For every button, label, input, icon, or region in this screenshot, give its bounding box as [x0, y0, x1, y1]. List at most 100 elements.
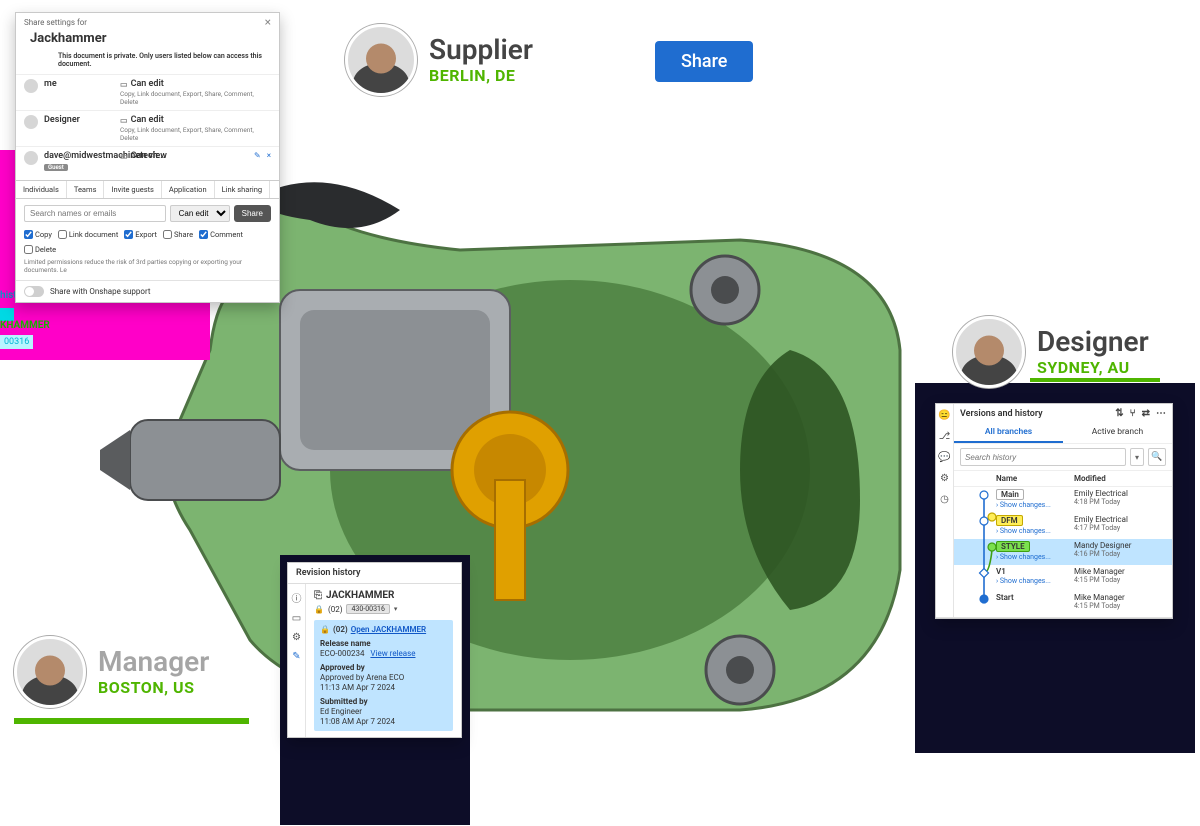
version-row[interactable]: STYLE› Show changes...Mandy Designer4:16… — [954, 539, 1172, 565]
share-user-row: Designer▭Can editCopy, Link document, Ex… — [16, 110, 279, 146]
show-changes-link[interactable]: › Show changes... — [996, 527, 1074, 535]
clock-icon[interactable]: ◷ — [940, 494, 949, 505]
permission-checkbox[interactable]: Delete — [24, 245, 56, 254]
tree-icon[interactable]: 😑 — [938, 410, 950, 421]
share-tabs: IndividualsTeamsInvite guestsApplication… — [16, 180, 279, 199]
modified-time: 4:15 PM Today — [1074, 576, 1166, 584]
pin-icon[interactable]: ✎ — [292, 651, 300, 662]
permission-checkboxes: Copy Link document Export Share Comment … — [16, 228, 279, 256]
approved-by: Approved by Arena ECO — [320, 673, 447, 682]
permission-checkbox[interactable]: Share — [163, 230, 193, 239]
versions-history-panel: 😑 ⎇ 💬 ⚙ ◷ Versions and history ⇅ ⑂ ⇄ ⋯ A… — [935, 403, 1173, 619]
approved-time: 11:13 AM Apr 7 2024 — [320, 683, 447, 692]
user-avatar-icon — [24, 115, 38, 129]
persona-role: Supplier — [429, 35, 533, 66]
share-tab[interactable]: Teams — [67, 181, 105, 198]
share-settings-panel: Share settings for × Jackhammer This doc… — [15, 12, 280, 303]
avatar — [953, 316, 1025, 388]
user-avatar-icon — [24, 151, 38, 165]
version-row[interactable]: V1› Show changes...Mike Manager4:15 PM T… — [954, 565, 1172, 591]
gear-icon[interactable]: ⚙ — [292, 632, 301, 643]
gear-icon[interactable]: ⚙ — [940, 473, 949, 484]
branch-name: STYLE — [996, 541, 1030, 552]
share-button[interactable]: Share — [234, 205, 271, 222]
branch-name: V1 — [996, 567, 1006, 576]
document-title: Jackhammer — [16, 29, 279, 52]
col-modified: Modified — [1074, 474, 1166, 483]
permission-checkbox[interactable]: Link document — [58, 230, 118, 239]
open-part-link[interactable]: Open JACKHAMMER — [351, 625, 426, 634]
permission-select[interactable]: Can edit — [170, 205, 230, 222]
doc-icon: ▭ — [120, 80, 128, 89]
persona-supplier: Supplier BERLIN, DE — [345, 24, 533, 96]
edit-icon[interactable]: ✎ — [254, 151, 261, 172]
doc-icon: ▭ — [120, 116, 128, 125]
version-list: Main› Show changes...Emily Electrical4:1… — [954, 487, 1172, 617]
lock-icon: 🔒 — [320, 625, 330, 634]
persona-role: Designer — [1037, 327, 1149, 358]
search-icon[interactable]: 🔍 — [1148, 448, 1166, 466]
sort-icon[interactable]: ⇅ — [1115, 408, 1123, 419]
permission-detail: Copy, Link document, Export, Share, Comm… — [120, 126, 271, 142]
share-search-input[interactable] — [24, 205, 166, 222]
branch-name: DFM — [996, 515, 1023, 526]
privacy-subtitle: This document is private. Only users lis… — [16, 52, 279, 74]
submitted-time: 11:08 AM Apr 7 2024 — [320, 717, 447, 726]
view-release-link[interactable]: View release — [370, 649, 415, 658]
comment-icon[interactable]: 💬 — [938, 452, 950, 463]
dropdown-icon[interactable]: ▾ — [394, 605, 398, 613]
revision-history-panel: Revision history ⓘ ▭ ⚙ ✎ ⎘ JACKHAMMER 🔒 … — [287, 562, 462, 738]
lock-icon: 🔒 — [314, 605, 324, 614]
permission-checkbox[interactable]: Export — [124, 230, 157, 239]
support-share-toggle[interactable] — [24, 286, 44, 297]
show-changes-link[interactable]: › Show changes... — [996, 553, 1074, 561]
share-tab[interactable]: Application — [162, 181, 215, 198]
share-tab[interactable]: Individuals — [16, 181, 67, 198]
modified-by: Emily Electrical — [1074, 515, 1166, 524]
tab-active-branch[interactable]: Active branch — [1063, 423, 1172, 443]
info-icon[interactable]: ⓘ — [292, 590, 302, 605]
search-filter-dropdown[interactable]: ▾ — [1130, 448, 1144, 466]
doc-icon: ▭ — [120, 152, 128, 161]
label-submitted-by: Submitted by — [320, 697, 447, 706]
fragment-badge: 00316 — [0, 335, 33, 349]
show-changes-link[interactable]: › Show changes... — [996, 577, 1074, 585]
support-share-label: Share with Onshape support — [50, 287, 150, 296]
part-icon: ⎘ — [314, 590, 322, 601]
share-tab[interactable]: Invite guests — [104, 181, 161, 198]
versions-sidebar-icons: 😑 ⎇ 💬 ⚙ ◷ — [936, 404, 954, 617]
persona-designer: Designer SYDNEY, AU — [953, 316, 1149, 388]
share-button-large[interactable]: Share — [655, 41, 753, 82]
branch-icon[interactable]: ⎇ — [939, 431, 951, 442]
persona-location: SYDNEY, AU — [1037, 358, 1149, 377]
permissions-note: Limited permissions reduce the risk of 3… — [16, 256, 279, 280]
permission-checkbox[interactable]: Comment — [199, 230, 243, 239]
version-row[interactable]: DFM› Show changes...Emily Electrical4:17… — [954, 513, 1172, 539]
permission-level: Can edit — [131, 115, 164, 125]
decor-underline — [14, 718, 249, 724]
show-changes-link[interactable]: › Show changes... — [996, 501, 1074, 509]
permission-level: Can edit — [131, 79, 164, 89]
panel-title: Revision history — [288, 563, 461, 584]
user-avatar-icon — [24, 79, 38, 93]
close-icon[interactable]: × — [265, 18, 271, 27]
persona-role: Manager — [98, 647, 209, 678]
compare-icon[interactable]: ⇄ — [1142, 408, 1150, 419]
more-icon[interactable]: ⋯ — [1156, 408, 1166, 419]
revision-sidebar-icons: ⓘ ▭ ⚙ ✎ — [288, 584, 306, 737]
remove-icon[interactable]: × — [267, 151, 271, 172]
permission-checkbox[interactable]: Copy — [24, 230, 52, 239]
avatar — [345, 24, 417, 96]
share-user-row: dave@midwestmachinetech...Guest▭Can view… — [16, 146, 279, 176]
label-approved-by: Approved by — [320, 663, 447, 672]
modified-by: Mike Manager — [1074, 567, 1166, 576]
tab-all-branches[interactable]: All branches — [954, 423, 1063, 443]
share-tab[interactable]: Link sharing — [215, 181, 270, 198]
persona-location: BERLIN, DE — [429, 66, 533, 85]
version-row[interactable]: Main› Show changes...Emily Electrical4:1… — [954, 487, 1172, 513]
col-name: Name — [996, 474, 1074, 483]
version-row[interactable]: StartMike Manager4:15 PM Today — [954, 591, 1172, 617]
add-branch-icon[interactable]: ⑂ — [1130, 408, 1136, 419]
history-search-input[interactable] — [960, 448, 1126, 466]
doc-icon[interactable]: ▭ — [292, 613, 301, 624]
